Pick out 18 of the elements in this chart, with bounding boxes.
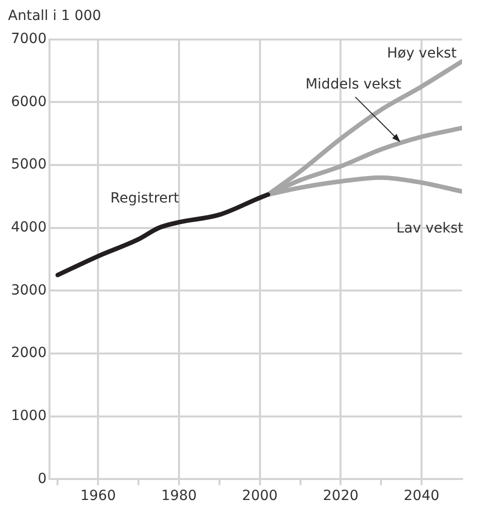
annotation: Lav vekst	[396, 220, 464, 237]
y-tick-label: 3000	[10, 282, 47, 298]
y-tick-label: 5000	[10, 156, 47, 173]
y-tick-label: 0	[38, 470, 47, 487]
x-tick-label: 1960	[80, 488, 116, 504]
y-axis-title: Antall i 1 000	[8, 8, 102, 24]
annotation: Høy vekst	[386, 45, 458, 62]
y-tick-label: 1000	[10, 408, 47, 424]
x-tick-label: 2040	[404, 488, 440, 504]
x-tick-label: 2000	[242, 488, 278, 504]
x-tick-label: 2020	[322, 488, 359, 504]
y-tick-label: 2000	[10, 345, 47, 362]
y-tick-label: 4000	[10, 220, 47, 236]
annotation: Middels vekst	[305, 76, 402, 93]
x-tick-label: 1980	[161, 488, 197, 504]
y-tick-label: 6000	[10, 94, 47, 110]
annotation: Registrert	[110, 190, 180, 207]
y-tick-label: 7000	[10, 31, 47, 48]
